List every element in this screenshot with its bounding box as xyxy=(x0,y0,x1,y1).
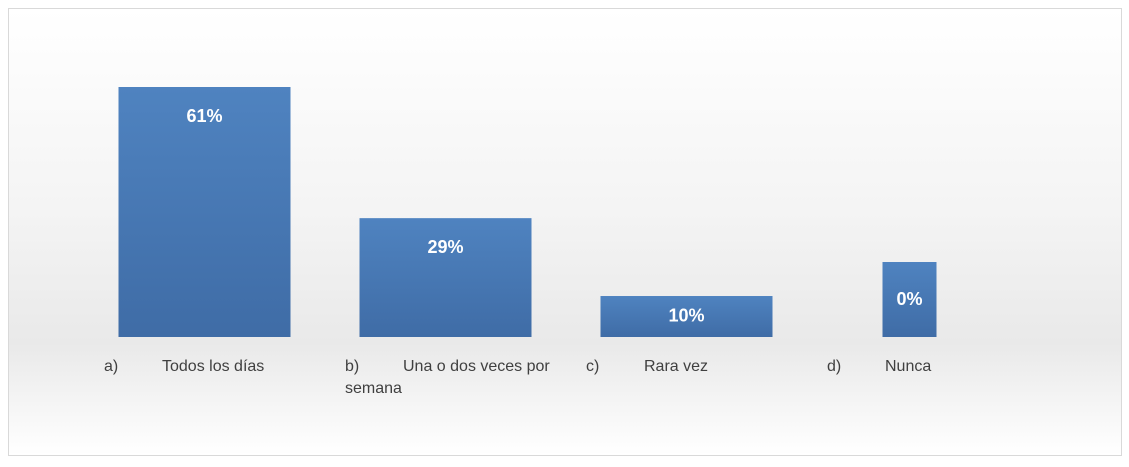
data-label: 29% xyxy=(427,237,463,257)
data-label: 0% xyxy=(896,289,922,309)
x-tick-label: d) Nunca xyxy=(827,358,932,375)
x-tick-label: a) Todos los días xyxy=(104,358,265,375)
bar xyxy=(118,87,291,337)
x-tick-label: b) Una o dos veces por semana xyxy=(345,358,555,397)
bar xyxy=(359,218,532,337)
x-tick-label: c) Rara vez xyxy=(586,358,709,375)
bar xyxy=(600,296,773,337)
data-label: 61% xyxy=(186,106,222,126)
data-label: 10% xyxy=(668,305,704,325)
label-box xyxy=(882,262,937,337)
